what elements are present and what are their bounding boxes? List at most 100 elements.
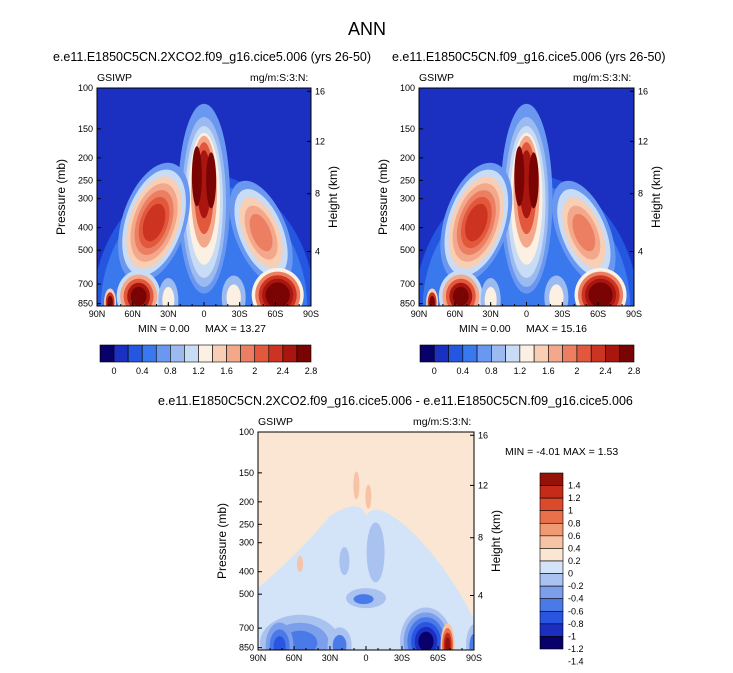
colorbar-label: -0.4: [568, 594, 584, 604]
colorbar-label: 1.6: [220, 366, 233, 376]
colorbar-box: [539, 472, 564, 486]
panel1-plot-area: [96, 87, 312, 307]
colorbar-box: [539, 522, 564, 537]
colorbar-box: [254, 344, 270, 363]
colorbar-box: [476, 344, 492, 363]
colorbar-box: [539, 510, 564, 524]
colorbar-box: [576, 344, 592, 363]
y2-tick-label: 8: [315, 189, 320, 199]
x-tick-label: 90S: [303, 309, 319, 319]
y-axis-title: Pressure (mb): [376, 159, 390, 235]
colorbar-box: [141, 344, 157, 363]
tropical-peak: [191, 146, 202, 207]
x-tick-label: 30N: [160, 309, 177, 319]
y-tick-label: 100: [400, 83, 415, 93]
y2-tick-label: 12: [638, 136, 648, 146]
colorbar-box: [539, 610, 564, 625]
x-tick-label: 30N: [322, 653, 339, 663]
y-tick-label: 850: [78, 299, 93, 309]
y-tick-label: 850: [400, 299, 415, 309]
colorbar-box: [226, 344, 241, 363]
y2-tick-label: 8: [478, 533, 483, 543]
panel3-plot-area: [257, 431, 475, 651]
panel2-plot-area: [418, 87, 635, 307]
colorbar-box: [448, 344, 464, 363]
y-tick-label: 100: [78, 83, 93, 93]
colorbar-label: 1.2: [568, 493, 581, 503]
x-tick-label: 0: [524, 309, 529, 319]
colorbar-box: [519, 344, 535, 363]
x-tick-label: 30S: [394, 653, 410, 663]
colorbar-label: 0.2: [568, 556, 581, 566]
colorbar-label: 2.4: [599, 366, 612, 376]
sh-negative-anomaly: [418, 631, 434, 650]
nh-lowlevel-max: [452, 286, 469, 306]
y2-axis-title: Height (km): [326, 166, 340, 228]
colorbar-box: [539, 623, 564, 637]
x-tick-label: 90N: [250, 653, 267, 663]
x-tick-label: 60N: [447, 309, 464, 319]
panel1-min-label: MIN = 0.00: [138, 323, 190, 335]
colorbar-box: [491, 344, 506, 363]
colorbar-box: [562, 344, 578, 363]
y-tick-label: 850: [239, 643, 254, 653]
y2-tick-label: 16: [478, 430, 488, 440]
y2-tick-label: 16: [315, 86, 325, 96]
panel2-max-label: MAX = 15.16: [526, 323, 587, 335]
colorbar-label: 0.8: [164, 366, 177, 376]
x-tick-label: 0: [201, 309, 206, 319]
colorbar-label: -0.6: [568, 606, 584, 616]
colorbar-box: [539, 535, 564, 549]
x-tick-label: 30S: [232, 309, 248, 319]
nh-midlatitude-lobe: [465, 203, 488, 242]
positive-patch: [353, 471, 360, 500]
tropical-peak: [514, 146, 525, 207]
colorbar-label: 2: [574, 366, 579, 376]
colorbar-label: -1.2: [568, 644, 584, 654]
y-tick-label: 250: [239, 519, 254, 529]
colorbar-label: 2.8: [628, 366, 641, 376]
colorbar-label: 0.4: [136, 366, 149, 376]
y-axis-title: Pressure (mb): [54, 159, 68, 235]
negative-patch: [353, 594, 374, 605]
y-axis-title: Pressure (mb): [215, 503, 229, 579]
y2-axis-title: Height (km): [489, 510, 503, 572]
y-tick-label: 200: [400, 153, 415, 163]
x-tick-label: 90N: [411, 309, 428, 319]
colorbar-box: [419, 344, 435, 363]
arctic-max: [107, 295, 113, 306]
y-tick-label: 700: [400, 279, 415, 289]
colorbar-box: [539, 497, 564, 512]
colorbar-box: [113, 344, 129, 363]
sh-positive-anomaly: [445, 637, 451, 650]
y-tick-label: 200: [239, 497, 254, 507]
y-tick-label: 100: [239, 427, 254, 437]
sh-midlatitude-lobe: [249, 213, 273, 252]
y-tick-label: 300: [400, 194, 415, 204]
panel1-variable-label: GSIWP: [97, 72, 133, 84]
colorbar-box: [212, 344, 227, 363]
subtropical-cloud: [226, 284, 241, 306]
y-tick-label: 250: [78, 175, 93, 185]
x-tick-label: 90S: [466, 653, 482, 663]
y-tick-label: 400: [400, 223, 415, 233]
y-tick-label: 150: [239, 468, 254, 478]
colorbar-label: 0.4: [568, 543, 581, 553]
colorbar-label: -0.8: [568, 619, 584, 629]
colorbar-label: 0: [112, 366, 117, 376]
colorbar-box: [590, 344, 606, 363]
subtropical-cloud: [162, 286, 175, 306]
nh-negative-anomaly: [273, 636, 286, 650]
colorbar-label: 0.8: [485, 366, 498, 376]
tropical-peak: [206, 152, 217, 209]
colorbar-label: 1: [568, 506, 573, 516]
colorbar-box: [198, 344, 213, 363]
colorbar-label: 0.6: [568, 531, 581, 541]
colorbar-box: [170, 344, 185, 363]
colorbar-label: 1.6: [542, 366, 555, 376]
y-tick-label: 700: [78, 279, 93, 289]
y2-tick-label: 12: [478, 480, 488, 490]
colorbar-label: 0: [432, 366, 437, 376]
panel3-max-label: MAX = 1.53: [563, 446, 619, 458]
